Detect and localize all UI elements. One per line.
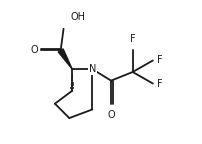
Text: F: F [157,78,163,89]
Text: F: F [130,34,136,44]
Text: O: O [31,45,39,55]
Polygon shape [58,49,72,69]
Text: O: O [107,110,115,120]
Text: N: N [89,64,96,74]
Text: OH: OH [70,12,85,22]
Text: F: F [157,55,163,66]
